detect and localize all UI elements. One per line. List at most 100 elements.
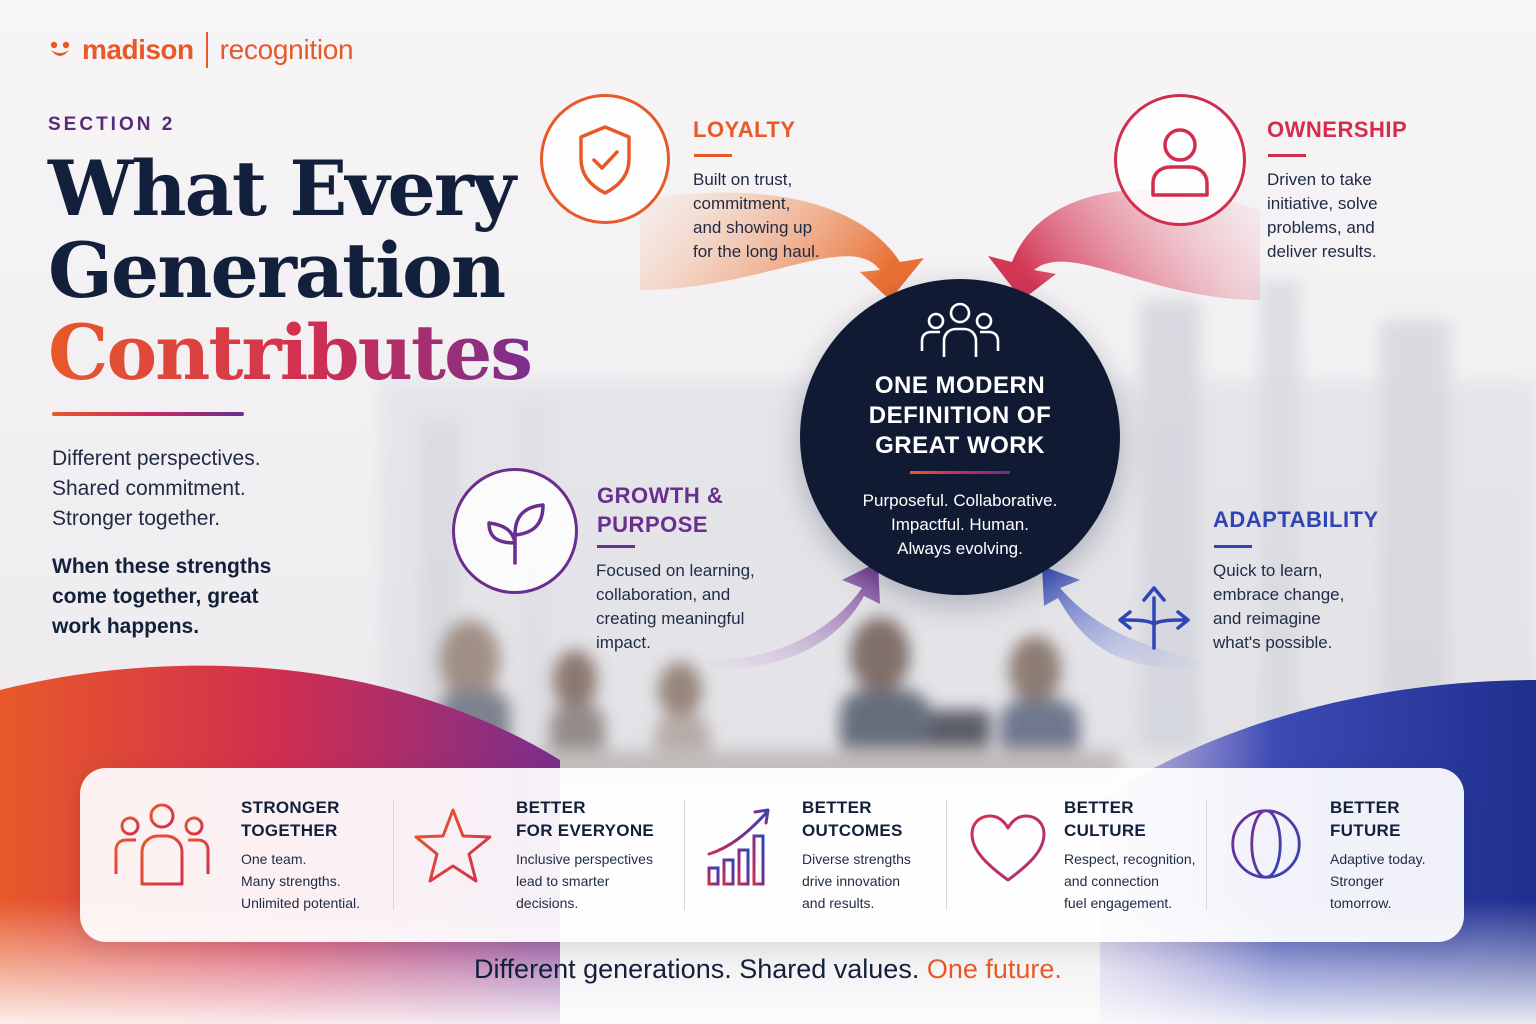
- loyalty-icon-circle: [540, 94, 670, 224]
- central-hub: ONE MODERN DEFINITION OF GREAT WORK Purp…: [800, 279, 1120, 595]
- benefit-desc-line: Inclusive perspectives: [516, 851, 653, 867]
- section-label: SECTION 2: [48, 114, 176, 135]
- growth-desc-line: impact.: [596, 633, 651, 652]
- brand-product: recognition: [219, 34, 354, 65]
- intro-line-3: Stronger together.: [52, 507, 221, 530]
- benefit-desc-line: and results.: [802, 895, 875, 911]
- emphasis-line-3: work happens.: [52, 615, 200, 638]
- benefit-title-line: BETTER: [1330, 798, 1400, 817]
- logo-divider: [205, 32, 208, 68]
- benefit-desc-line: decisions.: [516, 895, 579, 911]
- benefit-desc-line: Stronger: [1330, 873, 1384, 889]
- globe-icon: [1231, 809, 1301, 879]
- ownership-desc-line: problems, and: [1267, 218, 1375, 237]
- ownership-desc-line: Driven to take: [1267, 170, 1372, 189]
- benefit-divider: [393, 800, 394, 910]
- benefit-title-line: CULTURE: [1064, 821, 1147, 840]
- benefit-desc-line: Adaptive today.: [1330, 851, 1426, 867]
- brand-name: madison: [82, 34, 194, 65]
- hub-divider: [910, 471, 1010, 474]
- benefit-desc-line: One team.: [241, 851, 307, 867]
- benefit-desc-line: tomorrow.: [1330, 895, 1392, 911]
- benefit-title: STRONGER TOGETHER: [241, 796, 340, 842]
- footer-text: Different generations. Shared values.: [474, 954, 920, 984]
- loyalty-desc-line: and showing up: [693, 218, 813, 237]
- benefit-title-line: FOR EVERYONE: [516, 821, 655, 840]
- adaptability-title: ADAPTABILITY: [1213, 507, 1379, 532]
- loyalty-desc-line: for the long haul.: [693, 242, 820, 261]
- benefit-description: Respect, recognition, and connection fue…: [1064, 848, 1196, 914]
- benefit-title: BETTER CULTURE: [1064, 796, 1146, 842]
- hub-tagline-line: Impactful. Human.: [891, 515, 1029, 534]
- benefit-desc-line: drive innovation: [802, 873, 901, 889]
- benefit-title: BETTER OUTCOMES: [802, 796, 903, 842]
- benefit-desc-line: Many strengths.: [241, 873, 341, 889]
- benefit-desc-line: and connection: [1064, 873, 1159, 889]
- emphasis-line-2: come together, great: [52, 585, 259, 608]
- intro-line-2: Shared commitment.: [52, 477, 246, 500]
- ownership-description: Driven to take initiative, solve problem…: [1267, 168, 1378, 264]
- heart-icon: [970, 814, 1046, 882]
- benefit-title-line: TOGETHER: [241, 821, 338, 840]
- benefit-description: Adaptive today. Stronger tomorrow.: [1330, 848, 1425, 914]
- hub-title-line: DEFINITION OF: [868, 402, 1052, 429]
- growth-desc-line: creating meaningful: [596, 609, 745, 628]
- title-underline: [52, 412, 244, 416]
- team-icon: [114, 803, 210, 886]
- footer-accent: One future.: [926, 954, 1062, 984]
- benefit-desc-line: Respect, recognition,: [1064, 851, 1196, 867]
- benefit-divider: [684, 800, 685, 910]
- intro-line-1: Different perspectives.: [52, 447, 261, 470]
- hub-title-line: ONE MODERN: [874, 372, 1046, 399]
- hub-tagline-line: Purposeful. Collaborative.: [862, 491, 1058, 510]
- shield-check-icon: [579, 125, 631, 195]
- benefit-title-line: FUTURE: [1330, 821, 1401, 840]
- benefit-desc-line: lead to smarter: [516, 873, 610, 889]
- hub-title-line: GREAT WORK: [875, 432, 1045, 459]
- ownership-title: OWNERSHIP: [1267, 117, 1408, 142]
- loyalty-desc-line: commitment,: [693, 194, 791, 213]
- intro-emphasis: When these strengths come together, grea…: [52, 552, 312, 642]
- growth-desc-line: Focused on learning,: [596, 561, 755, 580]
- page-title: What Every Generation Contributes: [48, 144, 533, 394]
- adaptability-desc-line: and reimagine: [1213, 609, 1321, 628]
- smile-logo-icon: [50, 41, 70, 56]
- loyalty-description: Built on trust, commitment, and showing …: [693, 168, 820, 264]
- adaptability-description: Quick to learn, embrace change, and reim…: [1213, 559, 1344, 655]
- intro-text: Different perspectives. Shared commitmen…: [52, 444, 261, 534]
- benefit-desc-line: fuel engagement.: [1064, 895, 1173, 911]
- sprout-icon: [487, 503, 545, 565]
- benefit-description: One team. Many strengths. Unlimited pote…: [241, 848, 360, 914]
- title-line-1: What Every: [48, 144, 516, 233]
- hub-tagline: Purposeful. Collaborative. Impactful. Hu…: [830, 489, 1090, 561]
- benefit-desc-line: Diverse strengths: [802, 851, 911, 867]
- benefit-title-line: STRONGER: [241, 798, 340, 817]
- benefit-title-line: BETTER: [802, 798, 872, 817]
- adaptability-rule: [1214, 545, 1252, 548]
- hub-tagline-line: Always evolving.: [897, 539, 1023, 558]
- ownership-desc-line: deliver results.: [1267, 242, 1377, 261]
- star-icon: [414, 808, 492, 883]
- growth-title-line: PURPOSE: [597, 512, 709, 537]
- loyalty-title: LOYALTY: [693, 117, 796, 142]
- person-icon: [1151, 128, 1209, 197]
- benefit-description: Inclusive perspectives lead to smarter d…: [516, 848, 653, 914]
- benefit-divider: [1206, 800, 1207, 910]
- benefit-title-line: OUTCOMES: [802, 821, 903, 840]
- benefit-desc-line: Unlimited potential.: [241, 895, 361, 911]
- loyalty-desc-line: Built on trust,: [693, 170, 793, 189]
- benefit-divider: [946, 800, 947, 910]
- hub-title: ONE MODERN DEFINITION OF GREAT WORK: [820, 371, 1100, 461]
- growth-desc-line: collaboration, and: [596, 585, 731, 604]
- emphasis-line-1: When these strengths: [52, 555, 272, 578]
- brand-logo[interactable]: madison recognition: [48, 32, 354, 68]
- growth-title-line: GROWTH &: [597, 483, 724, 508]
- ownership-icon-circle: [1114, 94, 1246, 226]
- growth-title: GROWTH & PURPOSE: [597, 481, 723, 539]
- loyalty-rule: [694, 154, 732, 157]
- adaptability-desc-line: embrace change,: [1213, 585, 1345, 604]
- benefit-description: Diverse strengths drive innovation and r…: [802, 848, 911, 914]
- growth-icon-circle: [452, 468, 578, 594]
- three-way-arrows-icon: [1118, 586, 1190, 650]
- benefit-title: BETTER FOR EVERYONE: [516, 796, 654, 842]
